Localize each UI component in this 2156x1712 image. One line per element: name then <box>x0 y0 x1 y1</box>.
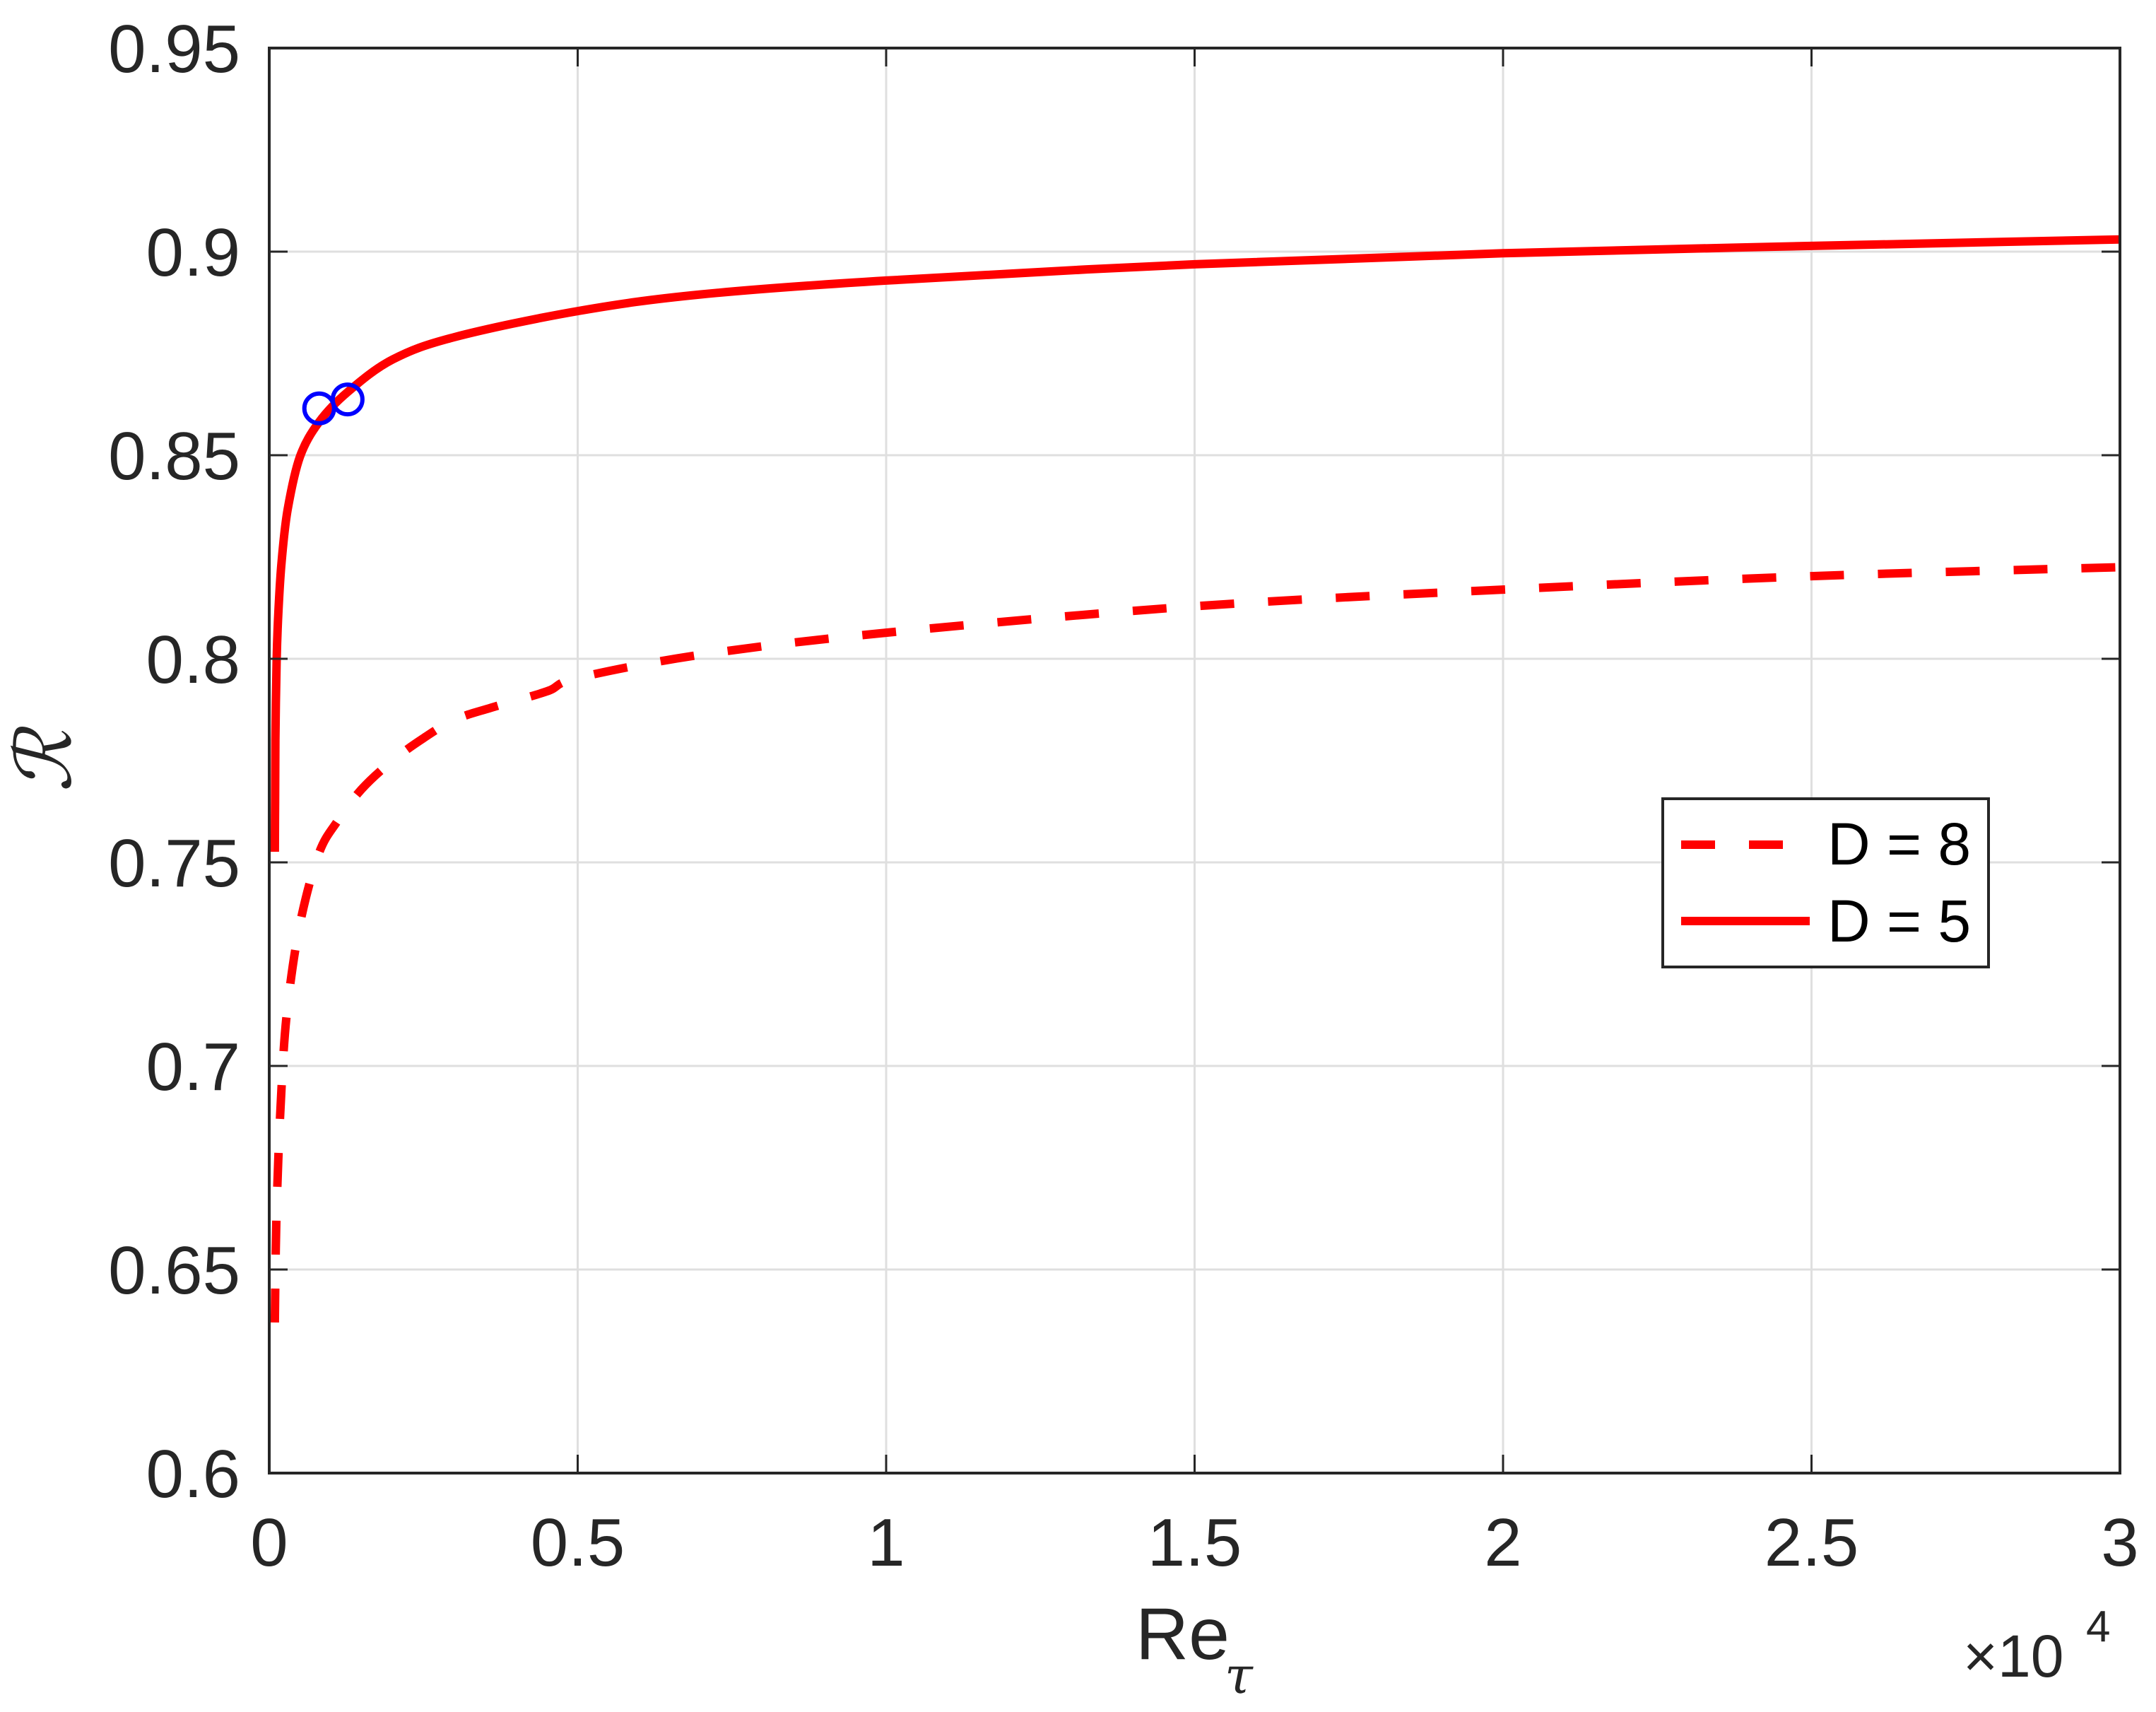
x-axis-label-subscript: τ <box>1225 1646 1254 1705</box>
legend: D = 8 D = 5 <box>1661 797 1990 968</box>
y-tick-label: 0.7 <box>146 1029 240 1105</box>
legend-item-d8[interactable]: D = 8 <box>1681 811 1971 877</box>
y-tick-label: 0.6 <box>146 1436 240 1512</box>
x-tick-labels: 0 0.5 1 1.5 2 2.5 3 <box>250 1505 2138 1581</box>
x-tick-label: 2.5 <box>1765 1505 1858 1581</box>
legend-box <box>1661 797 1990 968</box>
series-layer <box>270 235 2121 1323</box>
x-axis-label: Re τ <box>1136 1593 1254 1705</box>
y-tick-label: 0.95 <box>108 11 240 87</box>
y-axis-label-text: ℛ <box>0 725 89 792</box>
x-tick-label: 0.5 <box>531 1505 625 1581</box>
y-axis-label: ℛ <box>0 725 89 792</box>
series-line-d8 <box>270 563 2121 1323</box>
y-tick-label: 0.85 <box>108 418 240 494</box>
y-tick-label: 0.9 <box>146 215 240 291</box>
x-tick-label: 0 <box>250 1505 288 1581</box>
legend-label-d8: D = 8 <box>1827 811 1971 877</box>
x-tick-label: 1.5 <box>1148 1505 1242 1581</box>
marker-layer <box>302 382 365 426</box>
x-tick-label: 3 <box>2101 1505 2138 1581</box>
x-tick-label: 2 <box>1484 1505 1521 1581</box>
x-multiplier-base: ×10 <box>1963 1623 2064 1689</box>
y-tick-label: 0.75 <box>108 826 240 901</box>
y-tick-label: 0.65 <box>108 1233 240 1308</box>
x-axis-multiplier: ×10 4 <box>1963 1602 2110 1689</box>
y-tick-labels: 0.6 0.65 0.7 0.75 0.8 0.85 0.9 0.95 <box>108 11 240 1512</box>
plot-area <box>268 47 2121 1474</box>
series-line-d5 <box>270 235 2121 852</box>
marker-circle <box>330 382 365 417</box>
y-tick-label: 0.8 <box>146 622 240 698</box>
x-tick-label: 1 <box>867 1505 905 1581</box>
legend-item-d5[interactable]: D = 5 <box>1681 888 1971 954</box>
x-multiplier-exponent: 4 <box>2086 1602 2110 1651</box>
legend-label-d5: D = 5 <box>1827 888 1971 954</box>
x-axis-label-main: Re <box>1136 1593 1230 1675</box>
axes-box <box>268 47 2121 1474</box>
